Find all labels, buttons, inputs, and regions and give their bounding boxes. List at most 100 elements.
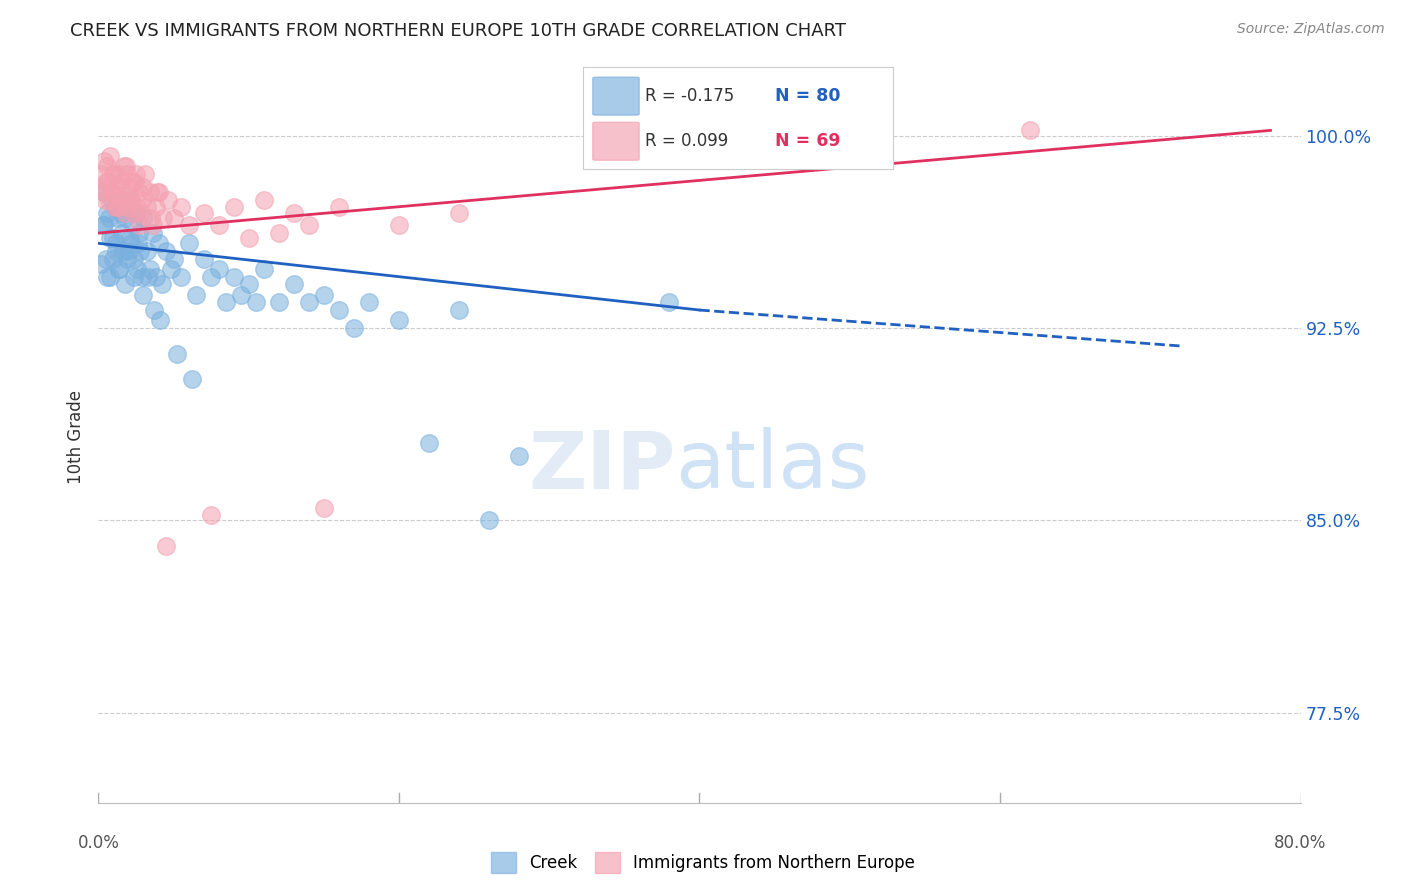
Point	[135, 244, 157, 258]
Point	[91, 219, 114, 233]
Point	[238, 277, 260, 292]
Point	[114, 205, 136, 219]
Point	[127, 236, 149, 251]
Point	[146, 185, 169, 199]
Point	[93, 185, 115, 199]
Point	[149, 313, 172, 327]
Point	[267, 226, 290, 240]
Point	[115, 167, 138, 181]
Point	[312, 500, 335, 515]
Point	[418, 436, 440, 450]
Point	[111, 244, 134, 258]
Point	[112, 244, 135, 258]
FancyBboxPatch shape	[593, 78, 640, 115]
Point	[94, 252, 117, 266]
Point	[127, 200, 149, 214]
Point	[170, 269, 193, 284]
Point	[97, 211, 120, 225]
Point	[90, 257, 112, 271]
Point	[193, 205, 215, 219]
Point	[96, 159, 118, 173]
Y-axis label: 10th Grade: 10th Grade	[66, 390, 84, 484]
Point	[110, 175, 132, 189]
Point	[103, 167, 125, 181]
Point	[96, 205, 118, 219]
Legend: Creek, Immigrants from Northern Europe: Creek, Immigrants from Northern Europe	[485, 846, 921, 880]
Point	[145, 269, 167, 284]
Point	[108, 179, 131, 194]
Point	[156, 193, 179, 207]
Point	[129, 219, 152, 233]
Point	[125, 167, 148, 181]
Point	[115, 252, 138, 266]
Point	[97, 193, 120, 207]
Point	[104, 236, 127, 251]
Text: CREEK VS IMMIGRANTS FROM NORTHERN EUROPE 10TH GRADE CORRELATION CHART: CREEK VS IMMIGRANTS FROM NORTHERN EUROPE…	[70, 22, 846, 40]
Point	[180, 372, 202, 386]
Point	[388, 219, 411, 233]
Point	[177, 236, 200, 251]
Point	[231, 287, 253, 301]
Point	[100, 185, 122, 199]
Point	[312, 287, 335, 301]
Point	[101, 193, 124, 207]
Point	[107, 262, 129, 277]
Point	[478, 514, 501, 528]
Point	[1019, 123, 1042, 137]
Text: Source: ZipAtlas.com: Source: ZipAtlas.com	[1237, 22, 1385, 37]
Point	[104, 200, 127, 214]
Point	[121, 236, 143, 251]
Point	[166, 346, 188, 360]
Point	[110, 205, 132, 219]
Point	[128, 226, 150, 240]
Point	[105, 179, 128, 194]
Point	[145, 200, 167, 214]
Point	[152, 211, 174, 225]
Point	[148, 236, 170, 251]
Point	[253, 193, 276, 207]
Point	[162, 211, 184, 225]
Point	[447, 205, 470, 219]
Point	[222, 269, 245, 284]
Point	[98, 231, 121, 245]
Point	[298, 295, 321, 310]
Point	[115, 159, 138, 173]
Text: 0.0%: 0.0%	[77, 834, 120, 852]
Point	[112, 193, 135, 207]
Point	[91, 179, 114, 194]
Point	[122, 269, 145, 284]
Point	[128, 185, 150, 199]
Point	[127, 262, 149, 277]
Text: 80.0%: 80.0%	[1274, 834, 1327, 852]
Point	[105, 200, 128, 214]
Point	[132, 179, 155, 194]
Point	[208, 219, 231, 233]
Point	[96, 269, 118, 284]
Point	[114, 277, 136, 292]
Point	[125, 205, 148, 219]
Point	[200, 269, 222, 284]
Point	[132, 211, 155, 225]
Point	[139, 211, 162, 225]
Point	[184, 287, 207, 301]
Point	[267, 295, 290, 310]
Point	[97, 175, 120, 189]
Point	[90, 167, 112, 181]
Point	[208, 262, 231, 277]
Point	[177, 219, 200, 233]
Point	[357, 295, 380, 310]
Point	[124, 252, 146, 266]
Point	[112, 159, 135, 173]
Point	[150, 277, 173, 292]
Point	[215, 295, 238, 310]
Point	[107, 167, 129, 181]
Point	[108, 262, 131, 277]
Point	[111, 193, 134, 207]
Point	[124, 205, 146, 219]
Point	[134, 167, 156, 181]
Point	[108, 200, 131, 214]
Point	[136, 269, 159, 284]
Point	[447, 303, 470, 318]
Point	[328, 200, 350, 214]
Point	[118, 244, 141, 258]
